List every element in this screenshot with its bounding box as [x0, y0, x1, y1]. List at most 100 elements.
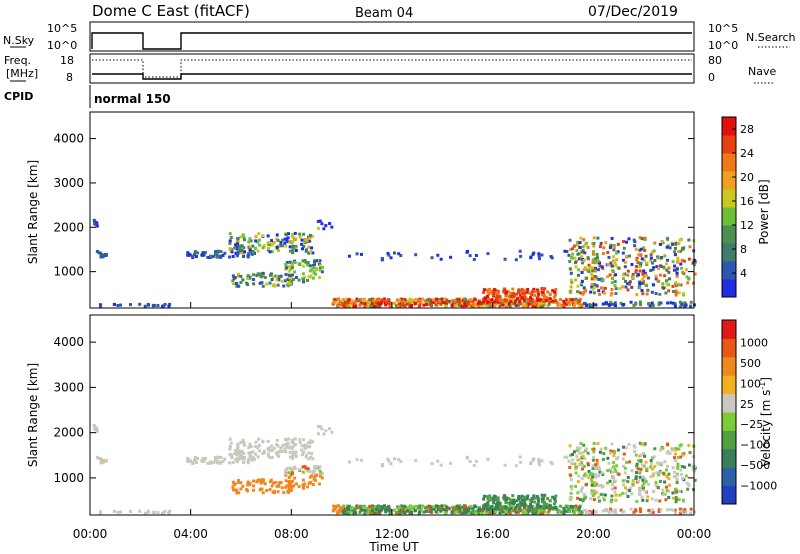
power-cell [279, 240, 283, 244]
power-cell [518, 299, 522, 303]
power-cell [270, 243, 274, 247]
velocity-cell [301, 465, 305, 469]
velocity-cell [590, 489, 594, 493]
power-cell [575, 243, 579, 247]
velocity-cell [674, 500, 678, 504]
power-cell [290, 266, 294, 270]
power-cell [638, 286, 642, 290]
power-cell [424, 301, 428, 305]
velocity-cell [408, 508, 412, 512]
power-cell [580, 270, 584, 274]
velocity-cell [607, 510, 611, 514]
velocity-cell [194, 457, 198, 461]
power-cell [95, 221, 99, 225]
velocity-cell [633, 445, 637, 449]
power-cell [485, 304, 489, 308]
power-cell [468, 254, 472, 258]
power-cell [667, 283, 671, 287]
velocity-cell [306, 441, 310, 445]
power-cell [276, 283, 280, 287]
velocity-cell [311, 457, 315, 461]
power-cell [376, 304, 380, 308]
power-cell [610, 236, 614, 240]
power-cell [504, 303, 508, 307]
power-cell [634, 269, 638, 273]
velocity-cell [643, 442, 647, 446]
power-cell [474, 298, 478, 302]
velocity-cell [513, 507, 517, 511]
power-cell [276, 238, 280, 242]
power-cell [146, 302, 150, 306]
power-cell [303, 240, 307, 244]
velocity-cell [540, 459, 544, 463]
velocity-cell [271, 481, 275, 485]
velocity-cell [595, 462, 599, 466]
velocity-cell [640, 442, 644, 446]
power-cell [676, 250, 680, 254]
velocity-cell [252, 484, 256, 488]
power-cell [468, 303, 472, 307]
velocity-cell [584, 447, 588, 451]
velocity-cell [247, 451, 251, 455]
power-cell [156, 304, 160, 308]
power-cell [639, 303, 643, 307]
power-cell [578, 241, 582, 245]
velocity-cell [681, 498, 685, 502]
power-cell [213, 250, 217, 254]
velocity-cell [684, 510, 688, 514]
velocity-cell [319, 470, 323, 474]
velocity-cell [530, 497, 534, 501]
velocity-cell [550, 462, 554, 466]
velocity-cell [651, 510, 655, 514]
power-cell [581, 249, 585, 253]
power-cell [234, 251, 238, 255]
velocity-cell [236, 456, 240, 460]
power-cell [311, 276, 315, 280]
power-cell [684, 303, 688, 307]
velocity-cell [679, 468, 683, 472]
power-cell [646, 276, 650, 280]
velocity-cell [615, 464, 619, 468]
velocity-cell [514, 464, 518, 468]
velocity-cell [311, 440, 315, 444]
velocity-cell [219, 460, 223, 464]
power-cell [523, 291, 527, 295]
power-cell [239, 235, 243, 239]
power-cell [501, 303, 505, 307]
power-cell [392, 251, 396, 255]
power-cell [641, 281, 645, 285]
velocity-cell [604, 507, 608, 511]
power-colorbar-label: Power [dB] [757, 179, 771, 244]
velocity-cell [219, 455, 223, 459]
velocity-cell [614, 493, 618, 497]
velocity-cell [310, 452, 314, 456]
velocity-cell [350, 509, 354, 513]
velocity-cell [578, 451, 582, 455]
velocity-cell [597, 484, 601, 488]
power-cell [309, 250, 313, 254]
velocity-cell [666, 508, 670, 512]
velocity-cell [308, 439, 312, 443]
power-cell [432, 300, 436, 304]
power-cell [659, 301, 663, 305]
power-cell [591, 266, 595, 270]
velocity-cell [376, 511, 380, 515]
power-cell [457, 298, 461, 302]
power-cell [668, 246, 672, 250]
power-cell [472, 257, 476, 261]
velocity-cell [657, 462, 661, 466]
velocity-cell [485, 495, 489, 499]
velocity-cell [553, 500, 557, 504]
velocity-cell [642, 452, 646, 456]
velocity-y-tick-label: 1000 [53, 471, 84, 485]
velocity-cell [503, 463, 507, 467]
power-cell [397, 252, 401, 256]
power-cell [610, 302, 614, 306]
power-cell [99, 304, 103, 308]
power-cell [578, 245, 582, 249]
velocity-cell [242, 443, 246, 447]
power-cell [312, 271, 316, 275]
velocity-cell [322, 432, 326, 436]
velocity-cell [298, 438, 302, 442]
power-cell [654, 292, 658, 296]
